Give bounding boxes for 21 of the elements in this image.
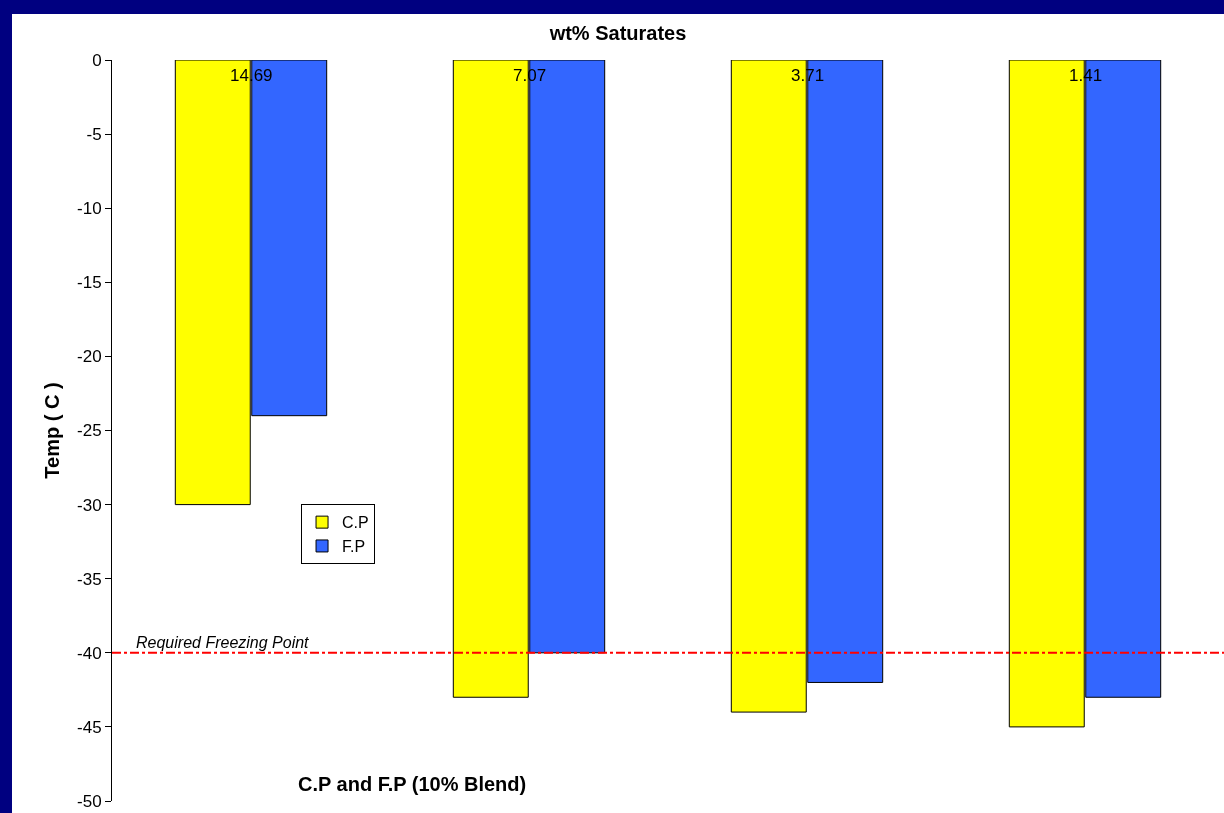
x-tick-label: 1.41	[1069, 66, 1103, 85]
y-tick-label: 0	[92, 50, 102, 70]
y-tick-label: -40	[77, 643, 102, 663]
y-tick-label: -15	[77, 273, 102, 293]
y-tick-label: -25	[77, 421, 102, 441]
y-tick-label: -35	[77, 569, 102, 589]
x-tick-label: 3.71	[791, 66, 825, 85]
y-tick-label: -30	[77, 495, 102, 515]
ref-line-label: Required Freezing Point	[136, 634, 310, 651]
y-tick-label: -10	[77, 199, 102, 219]
x-tick-label: 7.07	[513, 66, 547, 85]
y-tick-label: -20	[77, 347, 102, 367]
x-axis-title: C.P and F.P (10% Blend)	[298, 773, 527, 795]
y-tick-label: -50	[77, 791, 102, 811]
x-tick-label: 14.69	[230, 66, 273, 85]
y-tick-label: -45	[77, 717, 102, 737]
y-axis-title: Temp ( C )	[40, 382, 63, 479]
chart-title: wt% Saturates	[548, 21, 687, 44]
legend-label: F.P	[342, 538, 366, 556]
y-tick-label: -5	[86, 125, 102, 145]
legend-label: C.P	[342, 514, 369, 532]
